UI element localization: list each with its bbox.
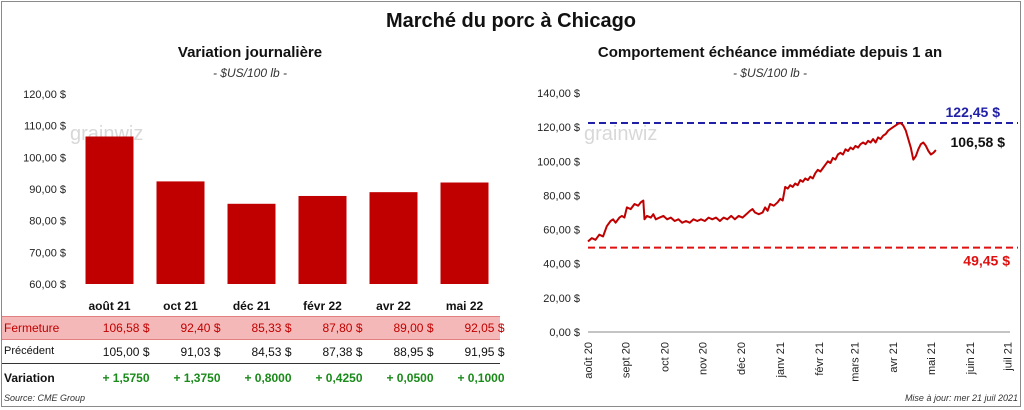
table-cell: 89,00 $ [393,321,434,335]
table-cell: + 0,1000 [457,371,505,385]
table-cell: 87,80 $ [322,321,363,335]
table-cell: 85,33 $ [251,321,292,335]
table-cell: 87,38 $ [322,345,363,359]
row-fermeture-label: Fermeture [4,321,60,335]
right-chart-title: Comportement échéance immédiate depuis 1… [597,44,943,61]
row-precedent: Précédent 105,00 $ 91,03 $ 84,53 $ 87,38 $ 8… [2,341,505,364]
table-cell: 91,03 $ [180,345,221,359]
table-cell: 106,58 $ [102,321,150,335]
table-cell: + 0,4250 [315,371,363,385]
table-cell: 84,53 $ [251,345,292,359]
table-cell: 88,95 $ [393,345,434,359]
left-chart-title: Variation journalière [177,44,323,61]
table-cell: + 1,3750 [173,371,221,385]
table-cell: 92,40 $ [180,321,221,335]
table-cell: + 1,5750 [102,371,150,385]
right-chart-subtitle: - $US/100 lb - [732,66,808,80]
table-cell: 105,00 $ [102,345,150,359]
source-note: Source: CME Group [4,393,86,403]
main-title: Marché du porc à Chicago [385,10,637,32]
row-variation-label: Variation [4,371,55,385]
table-cell: + 0,8000 [244,371,292,385]
table-cell: 92,05 $ [464,321,505,335]
row-fermeture: Fermeture 106,58 $ 92,40 $ 85,33 $ 87,80 $ 8… [2,316,505,340]
table-cell: + 0,0500 [386,371,434,385]
table-cell: 91,95 $ [464,345,505,359]
left-chart-subtitle: - $US/100 lb - [212,66,288,80]
row-precedent-label: Précédent [4,345,55,357]
update-note: Mise à jour: mer 21 juil 2021 [904,393,1018,403]
row-variation: Variation + 1,5750 + 1,3750 + 0,8000 + 0,42… [2,367,505,389]
